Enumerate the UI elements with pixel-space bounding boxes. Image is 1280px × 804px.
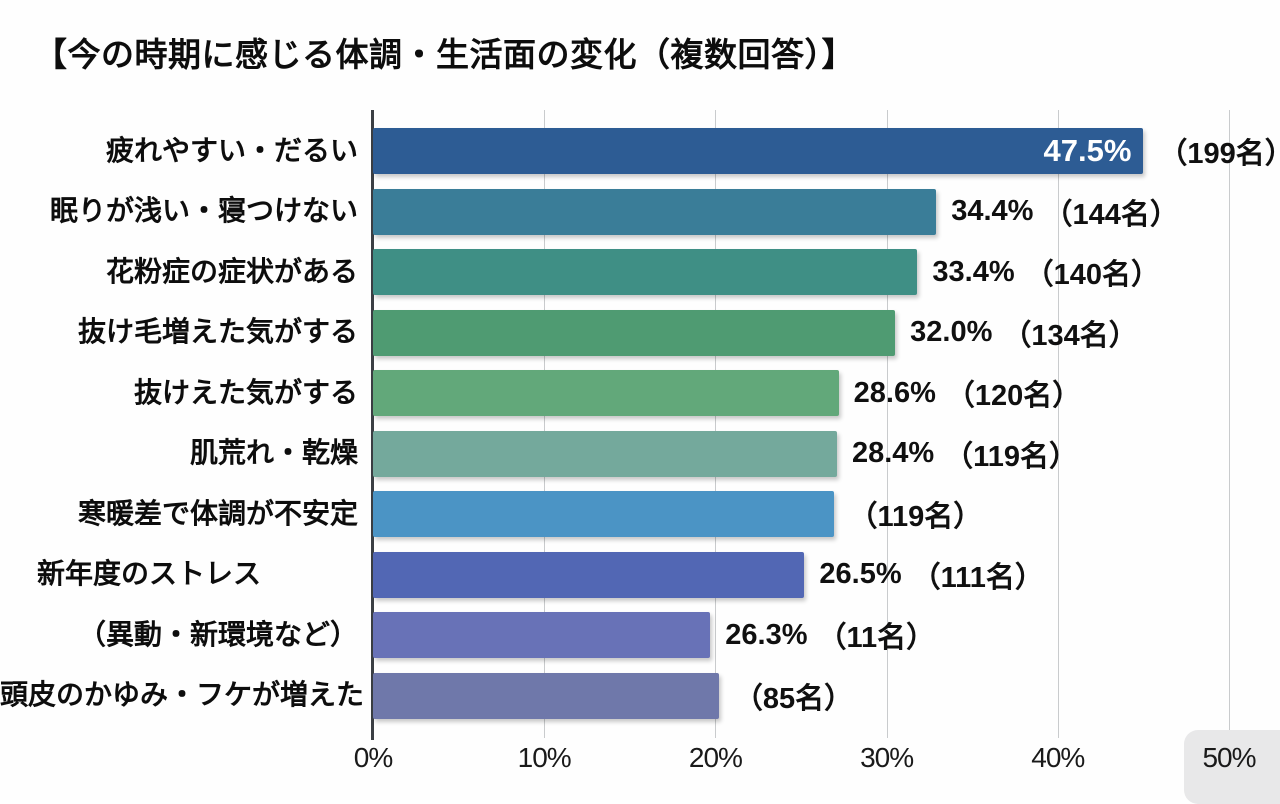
- y-axis-line: [371, 110, 374, 740]
- bar: [373, 672, 719, 719]
- bar-row: 寒暖差で体調が不安定 （119名）: [0, 484, 1280, 545]
- percent-label-inside: 47.5%: [1043, 133, 1132, 169]
- row-plot: 33.4% （140名）: [373, 249, 1229, 296]
- count-label: （11名）: [817, 622, 936, 655]
- percent-label: 34.4%: [951, 195, 1034, 228]
- plot-gridlines: [373, 110, 1230, 738]
- percent-label: 26.3%: [725, 618, 808, 651]
- bar: [373, 430, 837, 477]
- category-label: 抜けえた気がする: [133, 376, 358, 408]
- category-label: （異動・新環境など）: [77, 618, 358, 650]
- bar: [373, 551, 805, 598]
- category-label: 眠りが浅い・寝つけない: [49, 195, 358, 227]
- value-label: 28.6% （120名）: [854, 372, 1082, 414]
- count-label: （120名）: [945, 380, 1082, 413]
- bar-row: 新年度のストレス 26.5% （111名）: [0, 545, 1280, 606]
- category-label: 頭皮のかゆみ・フケが増えた: [0, 679, 365, 711]
- gridline-20%: [715, 110, 717, 738]
- count-label: （119名）: [848, 501, 983, 534]
- gridline-10%: [544, 110, 546, 738]
- bar-row: 肌荒れ・乾燥 28.4% （119名）: [0, 424, 1280, 485]
- x-tick-label: 20%: [688, 742, 743, 773]
- row-plot: 32.0% （134名）: [373, 309, 1229, 356]
- x-axis-ticks: 0% 10% 20% 30% 40% 50%: [354, 742, 1257, 788]
- bar-row: （異動・新環境など） 26.3% （11名）: [0, 605, 1280, 666]
- bar: [373, 370, 839, 417]
- row-plot: （119名）: [373, 491, 1229, 538]
- bar: [373, 491, 834, 538]
- value-label: （119名）: [849, 493, 983, 535]
- bar-row: 頭皮のかゆみ・フケが増えた （85名）: [0, 666, 1280, 727]
- count-label: （85名）: [733, 682, 854, 715]
- percent-label: 33.4%: [932, 255, 1015, 288]
- bar: [373, 188, 937, 235]
- value-label: 26.5% （111名）: [819, 554, 1043, 596]
- count-label: （140名）: [1024, 259, 1161, 292]
- bar-row: 疲れやすい・だるい 47.5% （199名）: [0, 121, 1280, 182]
- category-label: 肌荒れ・乾燥: [189, 437, 358, 469]
- bar-row: 眠りが浅い・寝つけない 34.4% （144名）: [0, 182, 1280, 243]
- x-tick-label: 0%: [353, 742, 393, 773]
- value-label: （85名）: [734, 675, 853, 717]
- bar-row: 抜けえた気がする 28.6% （120名）: [0, 363, 1280, 424]
- percent-label: 32.0%: [910, 316, 993, 349]
- video-overlay-badge: [1184, 730, 1280, 804]
- x-tick-label: 50%: [1202, 742, 1256, 773]
- value-label: 26.3% （11名）: [725, 614, 935, 656]
- gridline-50%: [1229, 110, 1230, 738]
- row-plot: 28.4% （119名）: [373, 430, 1229, 477]
- gridline-40%: [1057, 110, 1059, 738]
- category-label: 花粉症の症状がある: [105, 255, 358, 287]
- percent-label: 28.6%: [853, 376, 936, 409]
- category-label: 寒暖差で体調が不安定: [77, 497, 358, 529]
- percent-label: 26.5%: [819, 558, 902, 591]
- percent-label: 28.4%: [851, 437, 935, 470]
- category-label: 抜け毛増えた気がする: [77, 316, 358, 348]
- count-label: （111名）: [911, 561, 1044, 594]
- category-label: 新年度のストレス: [37, 558, 262, 590]
- value-label: 34.4% （144名）: [951, 191, 1179, 233]
- count-label: （144名）: [1043, 198, 1179, 231]
- x-tick-label: 40%: [1031, 742, 1085, 773]
- x-tick-label: 10%: [517, 742, 572, 773]
- x-tick-label: 30%: [860, 742, 914, 773]
- row-plot: 26.3% （11名）: [373, 612, 1229, 659]
- bar: [373, 249, 918, 296]
- count-label: （134名）: [1002, 319, 1138, 352]
- category-label: 疲れやすい・だるい: [105, 134, 358, 166]
- value-label: 28.4% （119名）: [852, 433, 1078, 475]
- bar: [373, 612, 711, 659]
- row-plot: 34.4% （144名）: [373, 188, 1229, 235]
- count-label: （199名）: [1158, 138, 1280, 171]
- row-plot: 47.5% （199名）: [373, 128, 1280, 175]
- value-label: 32.0% （134名）: [910, 312, 1138, 354]
- bar: [373, 309, 896, 356]
- value-label: （199名）: [1158, 130, 1280, 172]
- row-plot: 28.6% （120名）: [373, 370, 1229, 417]
- bar-rows: 疲れやすい・だるい 47.5% （199名） 眠りが浅い・寝つけない 34.4%…: [0, 121, 1280, 726]
- bar-row: 抜け毛増えた気がする 32.0% （134名）: [0, 303, 1280, 364]
- gridline-30%: [886, 110, 888, 738]
- bar: 47.5%: [373, 128, 1144, 175]
- bar-row: 花粉症の症状がある 33.4% （140名）: [0, 242, 1280, 303]
- chart-title: 【今の時期に感じる体調・生活面の変化（複数回答）】: [34, 36, 855, 73]
- row-plot: 26.5% （111名）: [373, 551, 1229, 598]
- row-plot: （85名）: [373, 672, 1229, 719]
- count-label: （119名）: [944, 440, 1078, 473]
- value-label: 33.4% （140名）: [932, 251, 1160, 293]
